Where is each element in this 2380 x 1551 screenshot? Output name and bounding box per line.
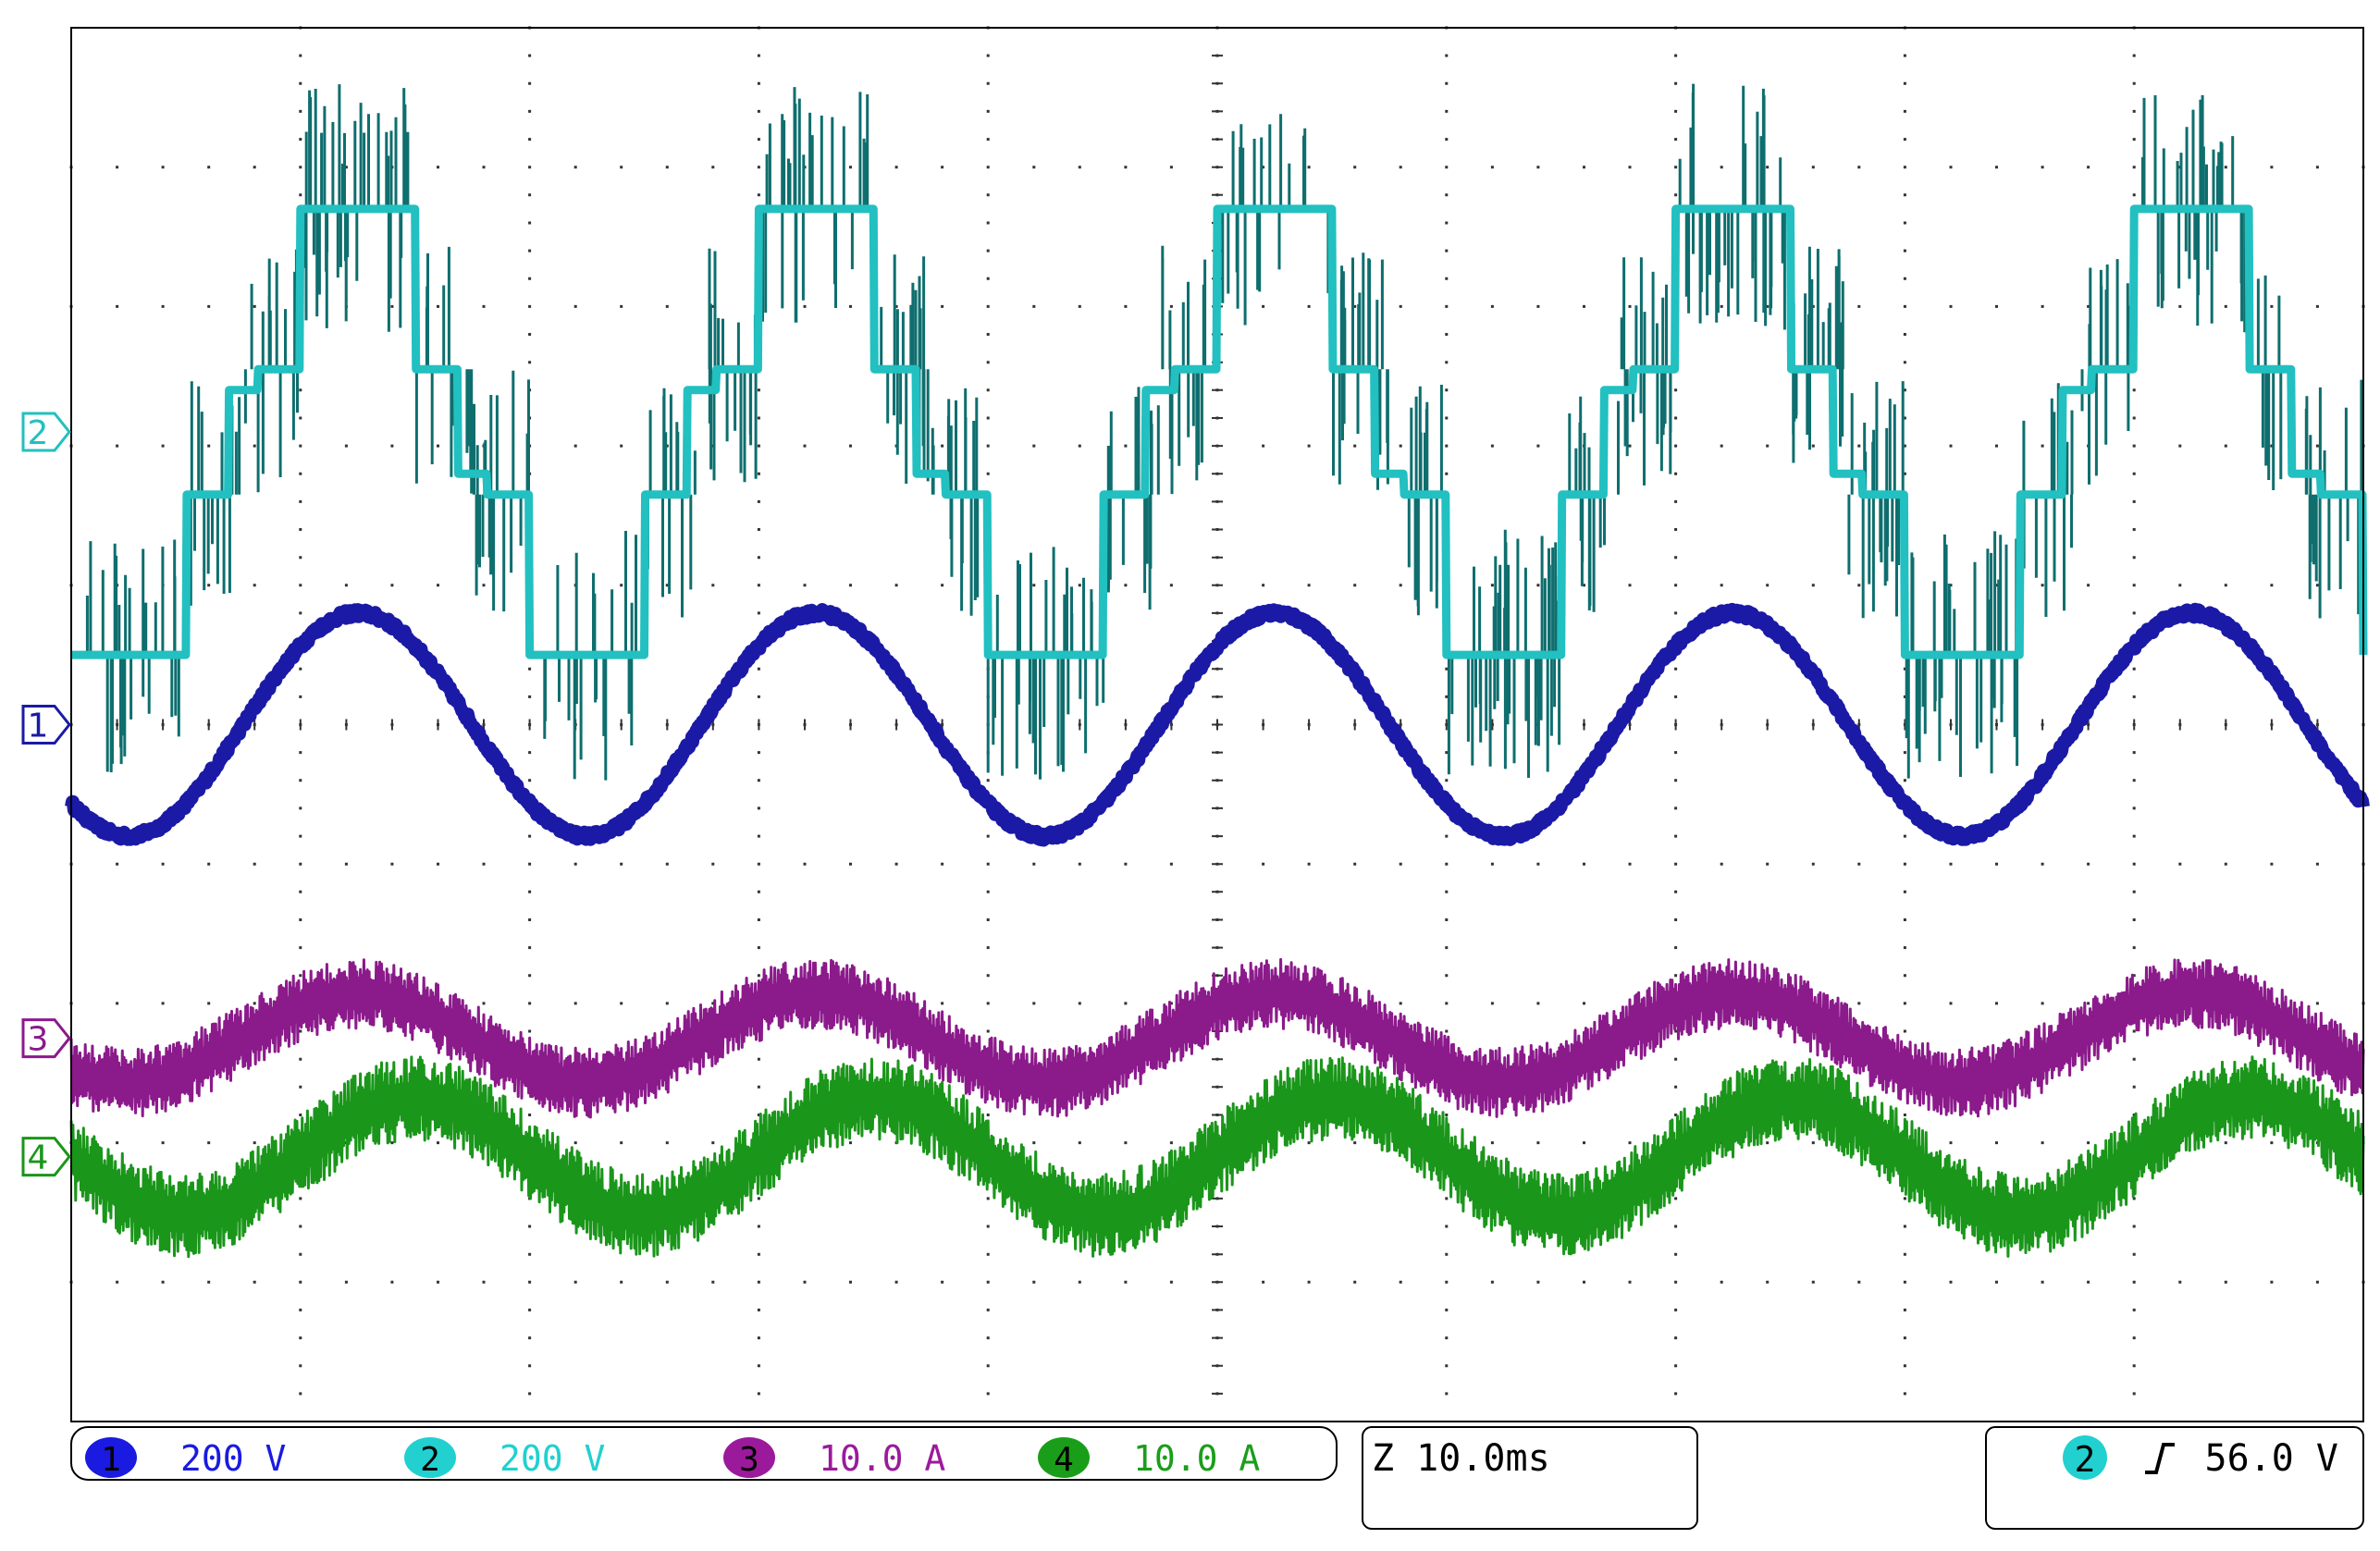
channel-number: 2: [420, 1441, 440, 1479]
status-bar: 1 200 V 2 200 V 3 10.0 A 4 10.0 A Z 10.0ms 2 56…: [70, 1426, 2364, 1530]
channel-marker-4: 4: [21, 1137, 71, 1177]
channel-1-indicator: 1 200 V: [85, 1437, 286, 1479]
rising-edge-icon: [2145, 1443, 2175, 1474]
channel-number: 1: [101, 1441, 121, 1479]
trace-ch4: [69, 1055, 2365, 1259]
channel-marker-label: 1: [28, 708, 49, 745]
trace-ch2: [68, 204, 2368, 659]
channel-markers: 2 1 3 4: [21, 412, 71, 1177]
channel-scale: 200 V: [180, 1438, 286, 1479]
channel-3-indicator: 3 10.0 A: [723, 1437, 945, 1479]
channel-marker-3: 3: [21, 1018, 71, 1059]
channel-marker-label: 2: [28, 414, 49, 452]
traces: [65, 83, 2370, 1259]
channel-marker-2: 2: [21, 412, 71, 452]
channel-2-indicator: 2 200 V: [404, 1437, 605, 1479]
timebase-readout: Z 10.0ms: [1372, 1437, 1550, 1480]
trace-ch1: [65, 602, 2370, 847]
channel-scale-box: [70, 1426, 1338, 1481]
channel-number: 4: [1054, 1441, 1074, 1479]
channel-4-indicator: 4 10.0 A: [1038, 1437, 1260, 1479]
channel-marker-label: 3: [28, 1021, 49, 1059]
channel-scale: 10.0 A: [1133, 1438, 1260, 1479]
channel-marker-1: 1: [21, 705, 71, 745]
channel-scale: 10.0 A: [819, 1438, 945, 1479]
trigger-channel-number: 2: [2075, 1439, 2096, 1480]
channel-scale: 200 V: [499, 1438, 605, 1479]
timebase-box: [1362, 1426, 1698, 1530]
trace-ch3: [69, 957, 2365, 1119]
plot-frame: [70, 27, 2364, 1422]
channel-number: 3: [739, 1441, 759, 1479]
trigger-level: 56.0 V: [2205, 1437, 2339, 1480]
trigger-channel-badge: [2063, 1435, 2107, 1480]
channel-marker-label: 4: [28, 1139, 49, 1177]
